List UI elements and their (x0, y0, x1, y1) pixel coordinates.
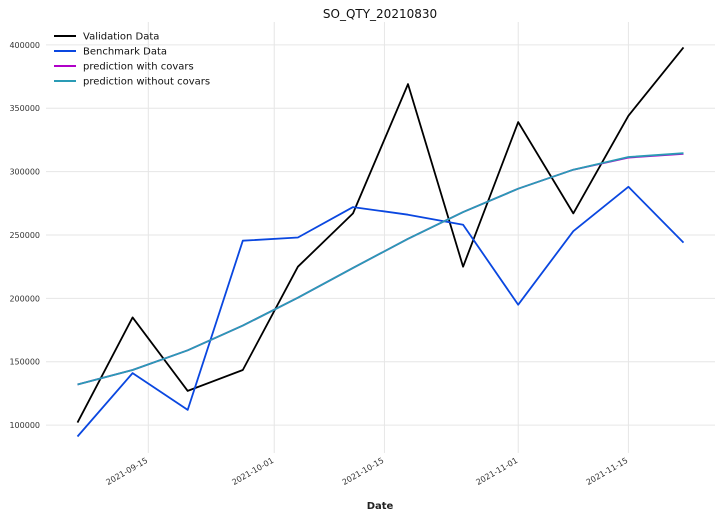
legend-label: prediction with covars (83, 62, 194, 73)
y-tick-label: 100000 (9, 421, 40, 430)
chart-title: SO_QTY_20210830 (323, 7, 437, 21)
x-tick-label: 2021-11-01 (474, 456, 519, 487)
x-tick-label: 2021-10-01 (230, 456, 275, 487)
y-tick-label: 350000 (9, 104, 40, 113)
legend-label: prediction without covars (83, 77, 210, 88)
series-line-benchmark-data (76, 185, 685, 438)
series-line-validation-data (76, 46, 685, 424)
series-line-prediction-with-covars (77, 152, 684, 386)
y-tick-label: 250000 (9, 231, 40, 240)
x-tick-label: 2021-10-15 (341, 456, 386, 487)
y-tick-label: 150000 (9, 358, 40, 367)
x-axis-label: Date (367, 501, 394, 512)
legend-label: Validation Data (83, 32, 159, 43)
series-line-prediction-without-covars (77, 152, 684, 386)
legend: Validation Data Benchmark Data prediction … (54, 32, 210, 88)
x-axis-ticks: 2021-09-15 2021-10-01 2021-10-15 2021-11-01… (105, 456, 630, 487)
legend-label: Benchmark Data (83, 47, 167, 58)
series-lines (76, 46, 685, 438)
y-tick-label: 300000 (9, 168, 40, 177)
y-axis-ticks: 100000 150000 200000 250000 300000 350000 4000… (9, 41, 40, 430)
y-tick-label: 400000 (9, 41, 40, 50)
x-tick-label: 2021-09-15 (105, 456, 150, 487)
x-tick-label: 2021-11-15 (585, 456, 630, 487)
y-tick-label: 200000 (9, 294, 40, 303)
